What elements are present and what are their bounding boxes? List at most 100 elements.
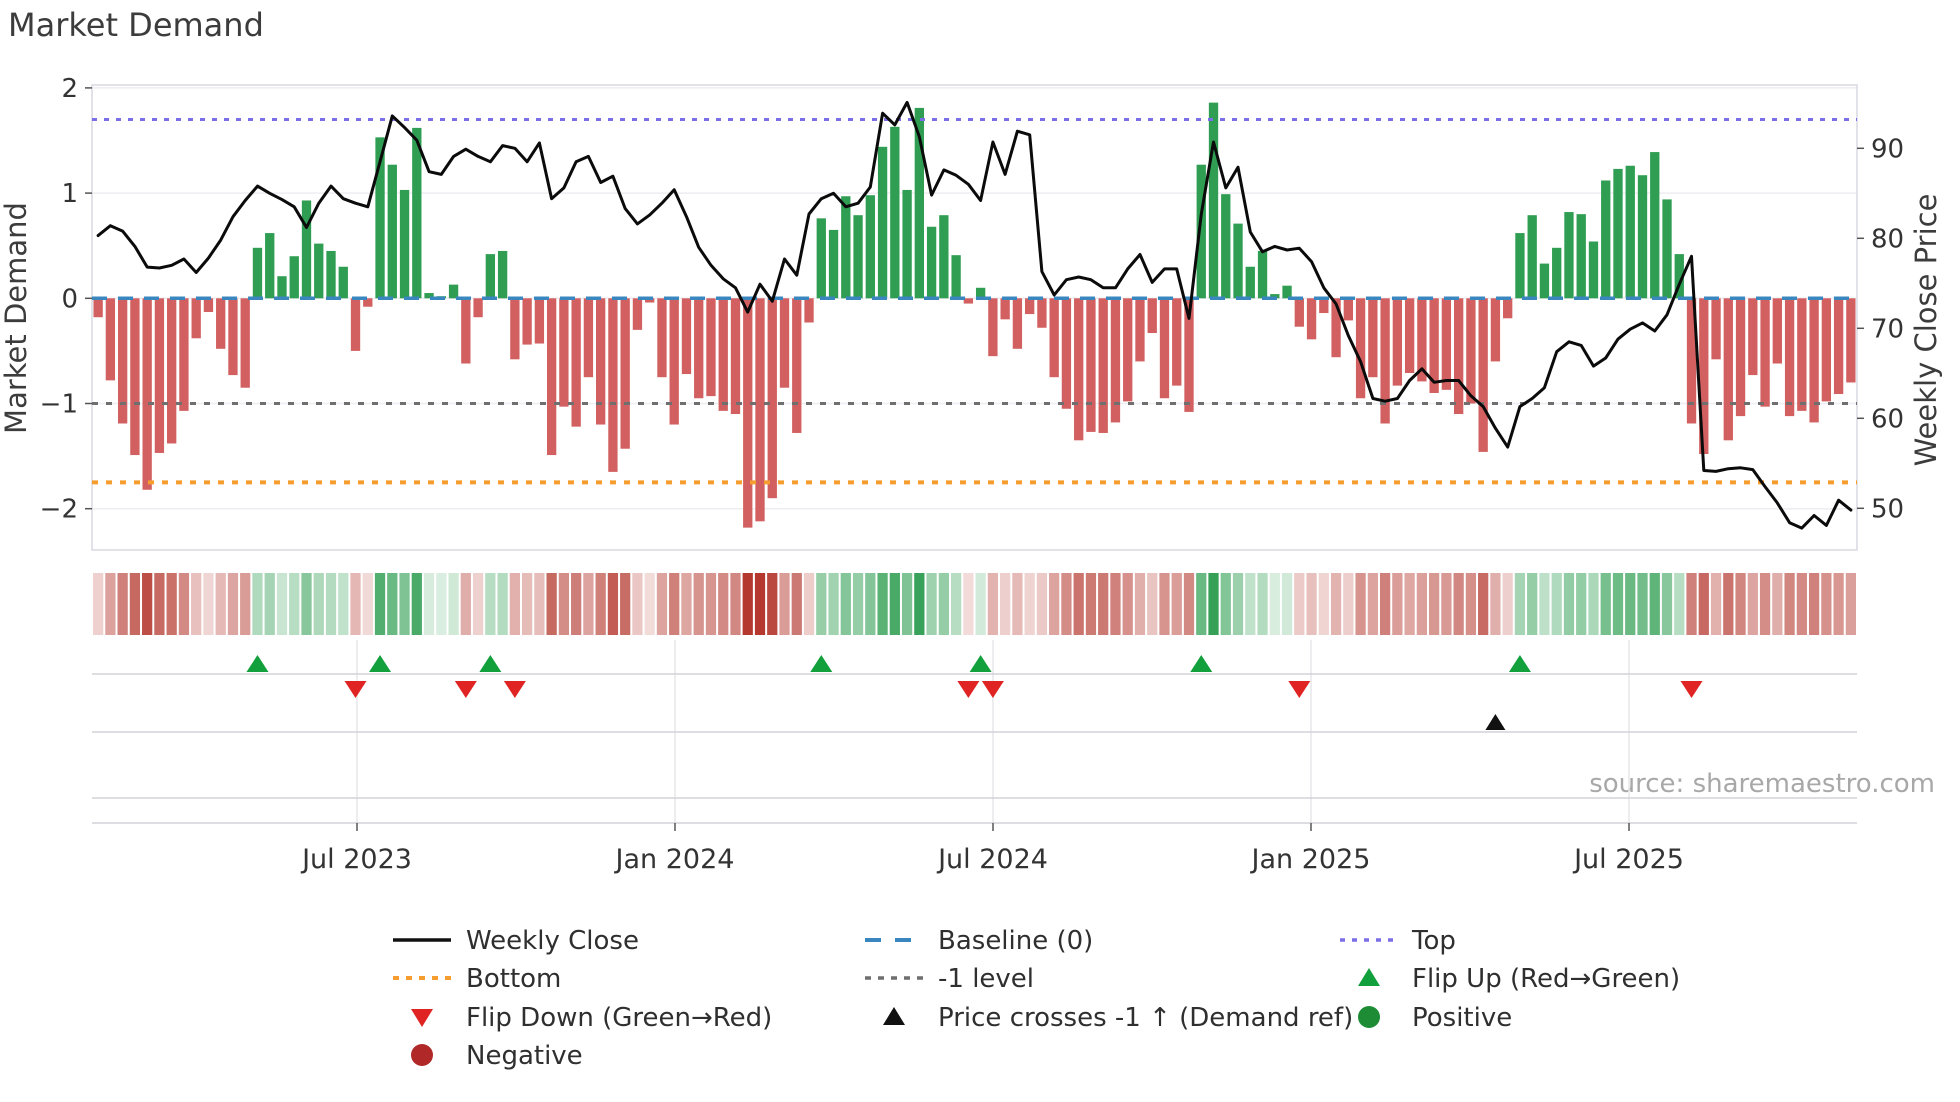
demand-bar [559,298,569,407]
flip-down-marker [1680,681,1703,698]
demand-bar [326,250,336,299]
heatmap-cell [1772,573,1783,635]
demand-bar [1184,298,1194,412]
positive-dot-icon [1358,1006,1380,1028]
demand-bar [1613,168,1623,299]
demand-bar [191,298,201,339]
heatmap-cell [1073,573,1084,635]
heatmap-cell [93,573,104,635]
heatmap-cell [1416,573,1428,635]
demand-bar [1478,298,1488,452]
demand-bar [1772,298,1782,364]
heatmap-cell [227,573,239,635]
demand-bar [779,298,790,388]
flip-down-marker [957,681,980,698]
heatmap-cell [1392,573,1403,635]
demand-bar [1172,298,1182,386]
heatmap-cell [693,573,704,635]
x-tick-label: Jul 2025 [1572,844,1684,875]
demand-bar [841,196,851,299]
heatmap-cell [289,573,300,635]
demand-bar [1453,298,1464,415]
demand-bar [1368,298,1378,378]
demand-bar [1110,298,1121,423]
heatmap-cell [1367,573,1378,635]
heatmap-cell [1061,573,1072,635]
heatmap-cell [1453,573,1464,635]
demand-bar [1809,298,1819,423]
demand-bar [1282,285,1292,299]
y-tick-label: 2 [61,74,78,104]
demand-bar [1294,298,1304,327]
flip-up-marker [479,655,502,672]
price-cross-marker [1485,714,1506,730]
heatmap-cell [656,573,668,635]
demand-bar [473,298,483,318]
heatmap-cell [1551,573,1562,635]
demand-bar [1159,298,1170,399]
heatmap-cell [178,573,190,635]
heatmap-cell [1379,573,1391,635]
demand-bar [1760,298,1770,407]
demand-bar [1748,298,1758,376]
heatmap-cell [191,573,202,635]
heatmap-cell [1833,573,1844,635]
heatmap-cell [877,573,888,635]
demand-bar [1821,298,1832,402]
legend: Weekly Close Bottom Flip Down (Green→Red) N… [393,926,1680,1071]
heatmap-cell [1845,573,1856,635]
heatmap-cell [154,573,165,635]
main-plot [91,84,1858,551]
demand-bar [277,276,287,299]
heatmap-cell [1796,573,1807,635]
heatmap-cell [276,573,288,635]
demand-bar [338,266,348,299]
demand-bar [1331,298,1341,358]
demand-bar [252,247,263,299]
demand-bar [448,284,459,299]
heatmap-cell [840,573,851,635]
heatmap-cell [620,573,631,635]
heatmap-cell [975,573,986,635]
demand-bar [608,298,618,472]
heatmap-cell [362,573,373,635]
demand-bar [1552,247,1562,299]
right-axis-label: Weekly Close Price [1909,194,1943,467]
heatmap-cell [632,573,643,635]
heatmap-cell [1576,573,1587,635]
demand-bar [1306,298,1317,340]
legend-item-label: Weekly Close [466,926,639,956]
demand-bar [1699,298,1709,454]
heatmap-cell [1208,573,1219,635]
heatmap-cell [1490,573,1501,635]
demand-bar [461,298,471,364]
heatmap-cell [705,573,717,635]
demand-bar [1245,266,1255,299]
heatmap-cell [1723,573,1734,635]
heatmap-cell [521,573,533,635]
heatmap-cell [240,573,251,635]
heatmap-cell [387,573,398,635]
demand-bar [1319,298,1329,314]
demand-bar [154,298,165,453]
y-tick-label: −2 [40,495,78,525]
flip-up-marker [369,655,392,672]
demand-bar [1074,298,1084,441]
demand-bar [816,218,826,299]
demand-bar [1637,175,1648,299]
flip-up-marker [1508,655,1531,672]
heatmap-cell [1625,573,1636,635]
demand-bar [179,298,189,411]
heatmap-cell [938,573,949,635]
demand-bar [1797,298,1807,411]
heatmap-cell [485,573,496,635]
heatmap-cell [1098,573,1109,635]
flip-down-marker [503,681,526,698]
demand-bar [485,254,496,299]
heatmap-cell [1306,573,1317,635]
heatmap-cell [914,573,925,635]
heatmap-cell [1257,573,1268,635]
demand-bar [1086,298,1096,432]
y-tick-label: 0 [61,284,78,314]
